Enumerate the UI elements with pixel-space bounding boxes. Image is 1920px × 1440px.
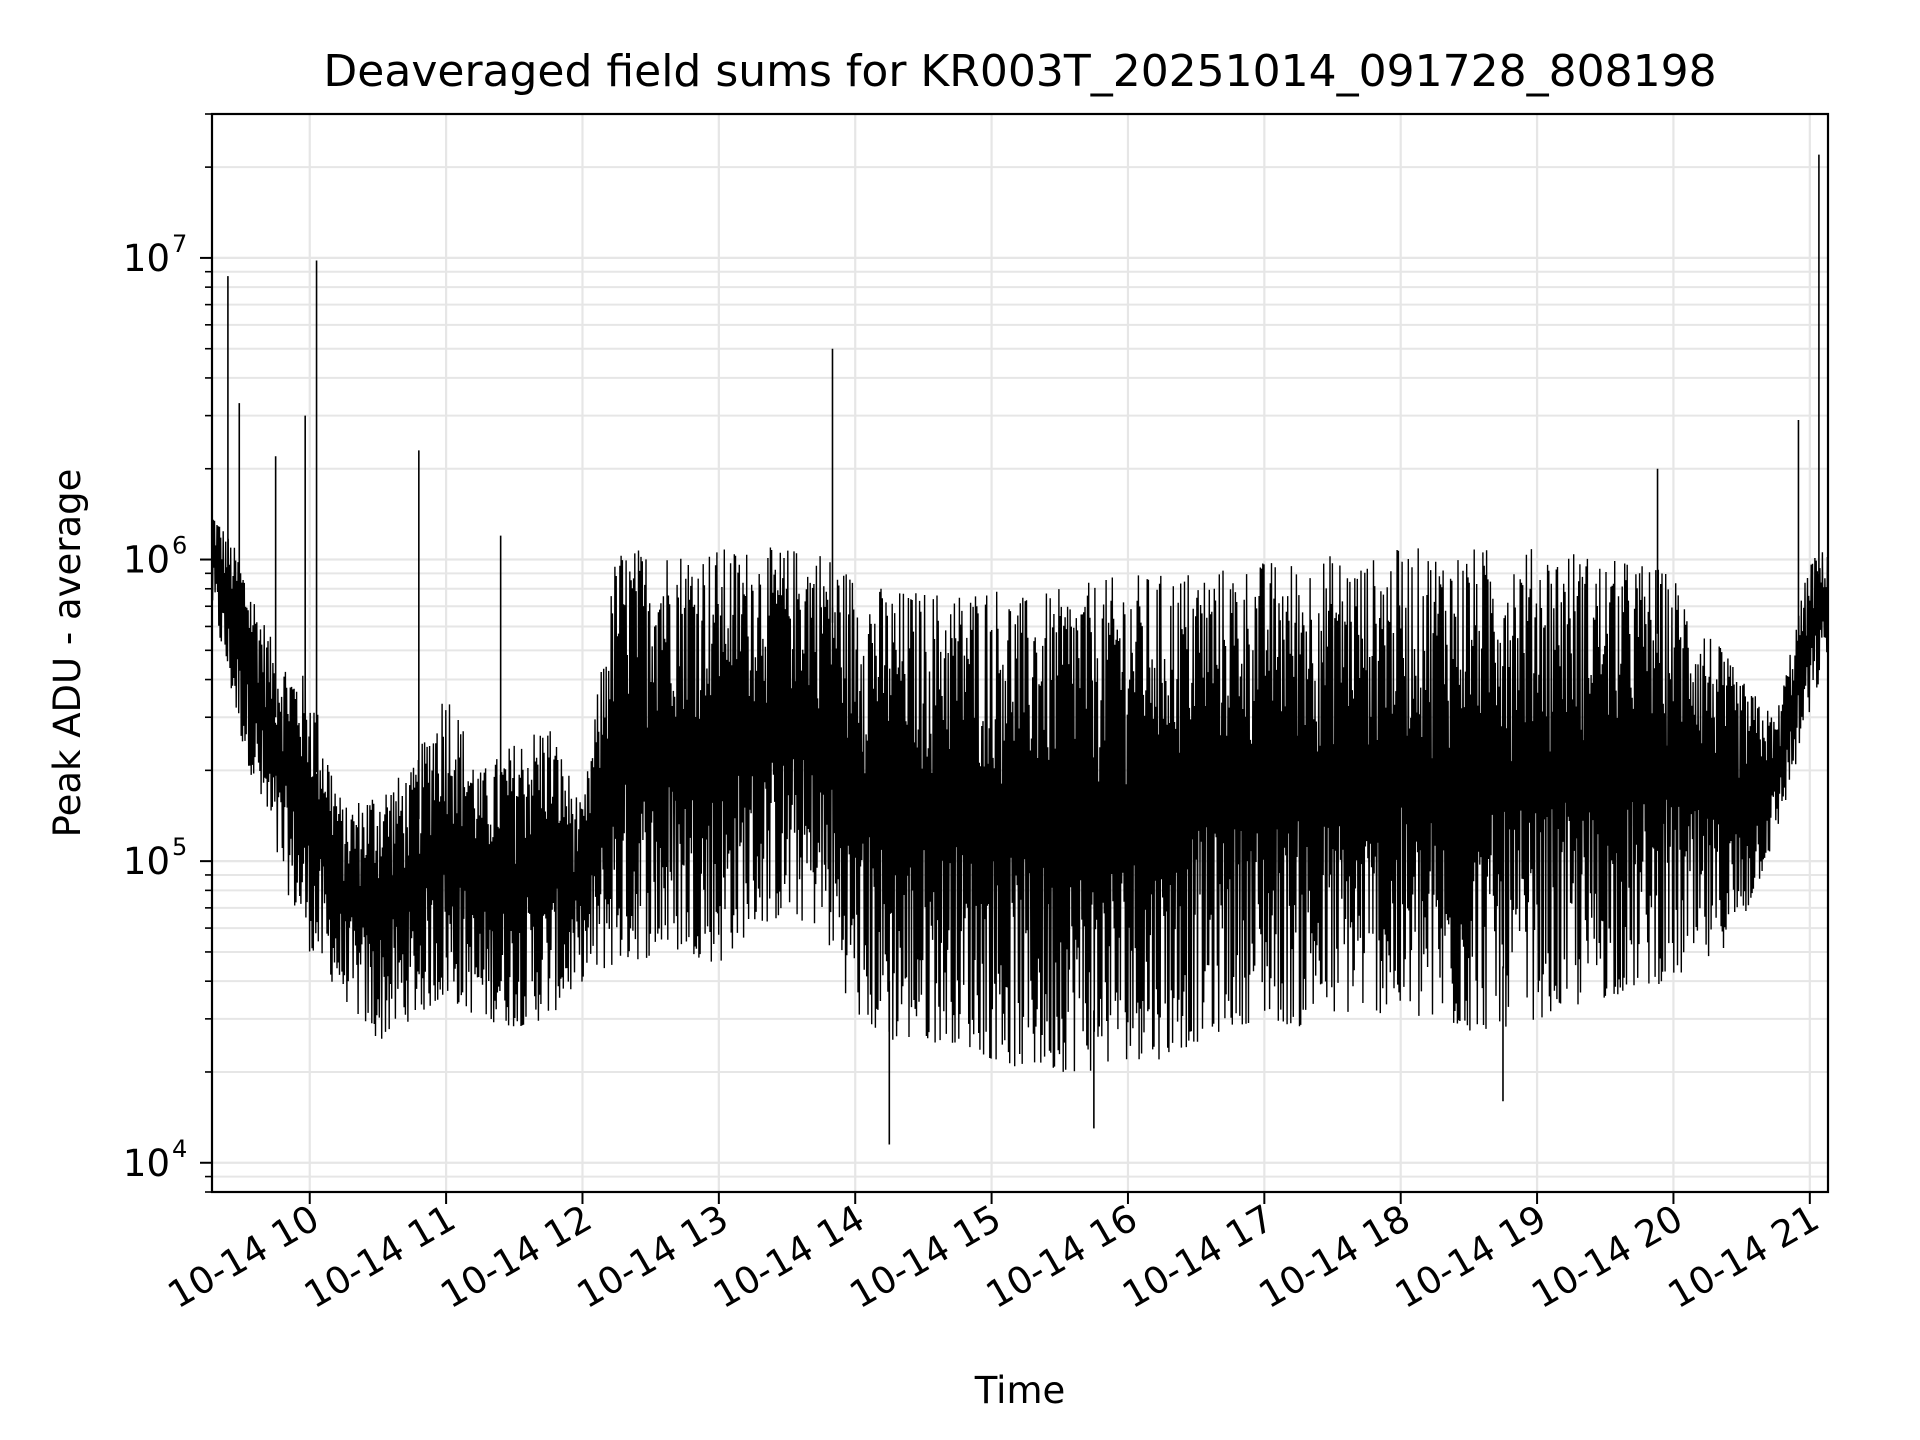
y-tick-label: 10 [123, 539, 170, 582]
y-tick-exponent: 4 [172, 1135, 187, 1163]
y-tick-label: 10 [123, 1142, 170, 1185]
y-tick-label: 10 [123, 237, 170, 280]
y-tick-label: 10 [123, 840, 170, 883]
series-line [211, 516, 1829, 1072]
y-tick-exponent: 5 [172, 833, 187, 861]
chart-title: Deaveraged field sums for KR003T_2025101… [323, 46, 1716, 97]
x-axis-label: Time [974, 1369, 1066, 1412]
y-tick-exponent: 7 [172, 230, 187, 258]
y-axis-label: Peak ADU - average [46, 469, 89, 838]
plot-frame [210, 112, 1830, 1194]
data-series [211, 154, 1829, 1145]
y-tick-exponent: 6 [172, 532, 187, 560]
